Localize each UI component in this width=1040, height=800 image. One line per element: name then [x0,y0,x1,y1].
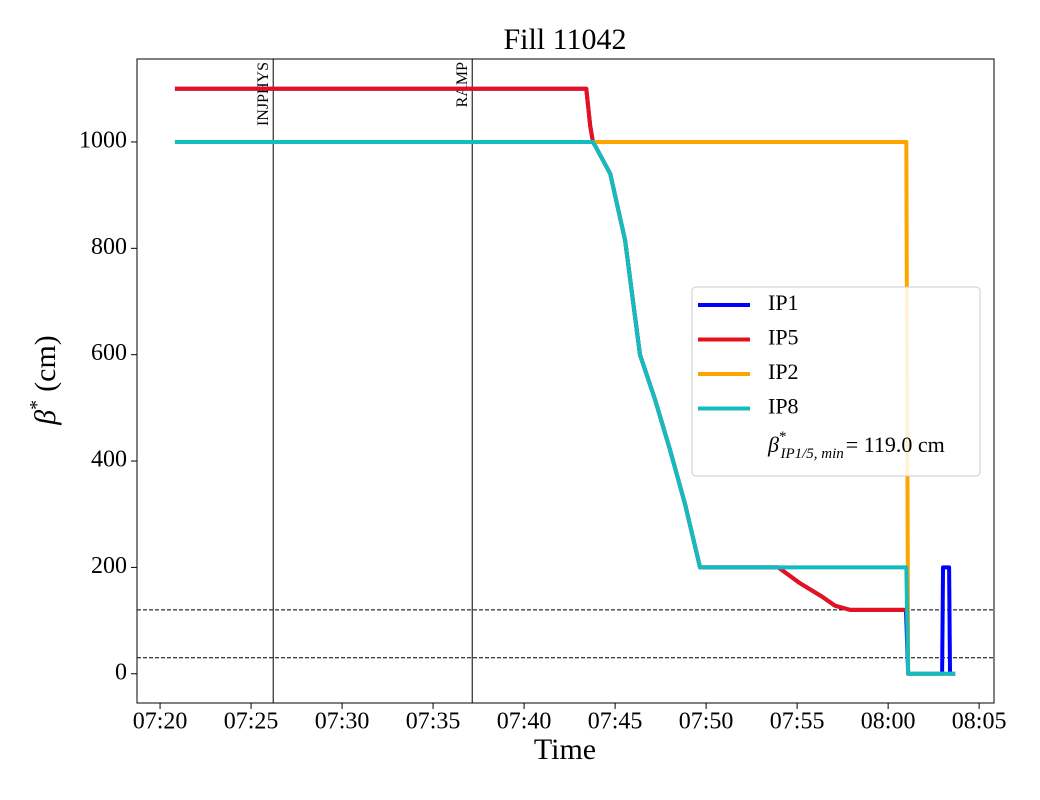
y-label-sup: * [26,400,48,410]
chart-title: Fill 11042 [503,23,626,56]
x-tick-label: 07:50 [679,709,734,735]
y-label-text: (cm) [29,335,62,392]
legend-label: IP2 [768,359,799,384]
note-sub: IP1/5, min [779,446,843,462]
x-tick-label: 07:25 [224,709,279,735]
x-tick-label: 07:35 [406,709,461,735]
x-tick-label: 07:20 [133,709,188,735]
legend-label: IP1 [768,290,799,315]
x-tick-label: 08:05 [952,709,1007,735]
y-label-symbol: β [29,410,62,426]
x-axis-label: Time [534,733,596,766]
y-tick-label: 400 [91,447,127,473]
x-tick-label: 08:00 [861,709,916,735]
y-tick-label: 200 [91,553,127,579]
x-tick-label: 07:40 [497,709,552,735]
x-tick-label: 07:55 [770,709,825,735]
plot-frame [136,58,995,704]
event-label: RAMP [454,62,471,107]
y-axis-label: β* (cm) [26,335,62,426]
legend-label: IP8 [768,394,799,419]
note-text: = 119.0 cm [846,432,945,457]
legend-label: IP5 [768,325,799,350]
y-tick-label: 800 [91,234,127,260]
legend-box [691,286,981,477]
y-tick-label: 0 [115,659,127,685]
legend: IP1 IP5 IP2 IP8 β* IP1/5, min= 119.0 cm [691,286,981,477]
series-line [174,139,956,676]
y-tick-label: 1000 [79,127,127,153]
x-tick-label: 07:30 [315,709,370,735]
note-sup: * [779,429,787,445]
x-tick-label: 07:45 [588,709,643,735]
legend-note: β* IP1/5, min= 119.0 cm [767,429,945,462]
note-symbol: β [767,432,779,457]
y-tick-label: 600 [91,340,127,366]
event-label: INJPHYS [255,62,272,126]
